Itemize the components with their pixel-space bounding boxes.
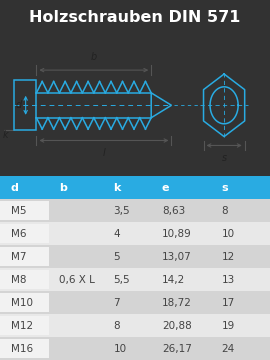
Text: 19: 19 [221, 320, 235, 330]
Bar [0, 268, 270, 291]
Text: 12: 12 [221, 252, 235, 262]
Text: M12: M12 [11, 320, 33, 330]
Text: 8: 8 [221, 206, 228, 216]
Text: 3,5: 3,5 [113, 206, 130, 216]
Bar [0, 201, 49, 220]
Text: M8: M8 [11, 275, 26, 285]
Bar [0, 314, 270, 337]
Bar [0, 224, 49, 243]
Text: Holzschrauben DIN 571: Holzschrauben DIN 571 [29, 10, 241, 24]
Text: 26,17: 26,17 [162, 343, 192, 354]
Text: l: l [103, 148, 105, 158]
Text: s: s [222, 153, 227, 163]
Bar [0, 270, 49, 289]
Bar [14, 80, 36, 130]
Text: 7: 7 [113, 298, 120, 308]
Text: 5: 5 [113, 252, 120, 262]
Text: M6: M6 [11, 229, 26, 239]
Bar [0, 339, 49, 358]
Text: 0,6 X L: 0,6 X L [59, 275, 95, 285]
Bar [0, 316, 49, 335]
Text: s: s [221, 183, 228, 193]
Bar [0, 291, 270, 314]
Bar [0, 337, 270, 360]
Text: k: k [3, 130, 9, 140]
Text: 4: 4 [113, 229, 120, 239]
Text: 14,2: 14,2 [162, 275, 185, 285]
Bar [0, 293, 49, 312]
Bar [0, 245, 270, 268]
Text: k: k [113, 183, 121, 193]
Text: b: b [59, 183, 67, 193]
Text: e: e [162, 183, 170, 193]
Text: 10,89: 10,89 [162, 229, 192, 239]
Bar [0, 199, 270, 222]
Bar [0, 222, 270, 245]
Text: 13: 13 [221, 275, 235, 285]
Text: 10: 10 [113, 343, 127, 354]
Text: 20,88: 20,88 [162, 320, 192, 330]
Text: 17: 17 [221, 298, 235, 308]
Text: d: d [16, 100, 22, 110]
Text: 13,07: 13,07 [162, 252, 192, 262]
Text: M16: M16 [11, 343, 33, 354]
Text: 10: 10 [221, 229, 235, 239]
Text: 5,5: 5,5 [113, 275, 130, 285]
Text: M7: M7 [11, 252, 26, 262]
Text: 8,63: 8,63 [162, 206, 185, 216]
Bar [0, 176, 270, 199]
Text: 24: 24 [221, 343, 235, 354]
Bar [0, 247, 49, 266]
Text: b: b [91, 52, 97, 62]
Text: 8: 8 [113, 320, 120, 330]
Text: 18,72: 18,72 [162, 298, 192, 308]
Text: M10: M10 [11, 298, 33, 308]
Text: M5: M5 [11, 206, 26, 216]
Text: d: d [11, 183, 19, 193]
